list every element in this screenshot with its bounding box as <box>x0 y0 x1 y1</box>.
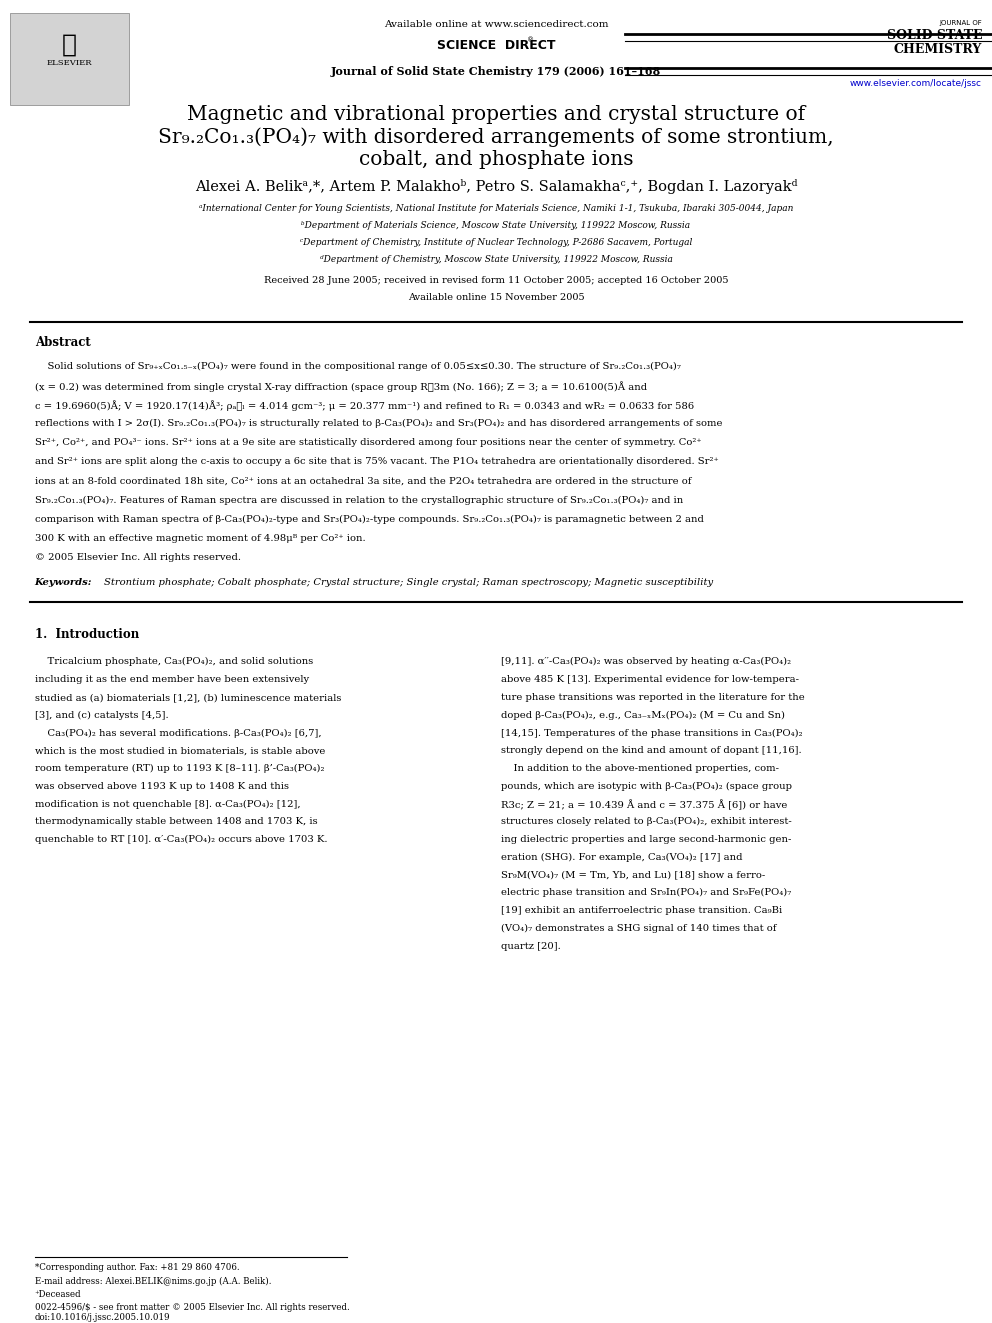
Text: c = 19.6960(5)Å; V = 1920.17(14)Å³; ρₐ℀ₗ = 4.014 gcm⁻³; μ = 20.377 mm⁻¹) and ref: c = 19.6960(5)Å; V = 1920.17(14)Å³; ρₐ℀ₗ… <box>35 400 693 411</box>
Text: SCIENCE  DIRECT: SCIENCE DIRECT <box>436 40 556 53</box>
Text: 300 K with an effective magnetic moment of 4.98μᴮ per Co²⁺ ion.: 300 K with an effective magnetic moment … <box>35 533 365 542</box>
Text: ®: ® <box>527 37 535 42</box>
Text: doped β-Ca₃(PO₄)₂, e.g., Ca₃₋ₓMₓ(PO₄)₂ (M = Cu and Sn): doped β-Ca₃(PO₄)₂, e.g., Ca₃₋ₓMₓ(PO₄)₂ (… <box>501 710 785 720</box>
Text: room temperature (RT) up to 1193 K [8–11]. β’-Ca₃(PO₄)₂: room temperature (RT) up to 1193 K [8–11… <box>35 763 324 773</box>
Text: Abstract: Abstract <box>35 336 90 348</box>
Text: 🌲: 🌲 <box>62 33 77 57</box>
Text: (x = 0.2) was determined from single crystal X-ray diffraction (space group R㍡3m: (x = 0.2) was determined from single cry… <box>35 381 647 392</box>
Text: ᵇDepartment of Materials Science, Moscow State University, 119922 Moscow, Russia: ᵇDepartment of Materials Science, Moscow… <box>302 221 690 230</box>
Text: doi:10.1016/j.jssc.2005.10.019: doi:10.1016/j.jssc.2005.10.019 <box>35 1314 171 1323</box>
Text: eration (SHG). For example, Ca₃(VO₄)₂ [17] and: eration (SHG). For example, Ca₃(VO₄)₂ [1… <box>501 853 742 861</box>
Text: electric phase transition and Sr₉In(PO₄)₇ and Sr₉Fe(PO₄)₇: electric phase transition and Sr₉In(PO₄)… <box>501 888 792 897</box>
Text: [9,11]. α′′-Ca₃(PO₄)₂ was observed by heating α-Ca₃(PO₄)₂: [9,11]. α′′-Ca₃(PO₄)₂ was observed by he… <box>501 658 791 667</box>
Text: Magnetic and vibrational properties and crystal structure of: Magnetic and vibrational properties and … <box>186 106 806 124</box>
Text: In addition to the above-mentioned properties, com-: In addition to the above-mentioned prope… <box>501 763 779 773</box>
Text: quartz [20].: quartz [20]. <box>501 942 560 951</box>
Text: comparison with Raman spectra of β-Ca₃(PO₄)₂-type and Sr₃(PO₄)₂-type compounds. : comparison with Raman spectra of β-Ca₃(P… <box>35 515 703 524</box>
Text: Ca₃(PO₄)₂ has several modifications. β-Ca₃(PO₄)₂ [6,7],: Ca₃(PO₄)₂ has several modifications. β-C… <box>35 729 321 737</box>
Text: Sr²⁺, Co²⁺, and PO₄³⁻ ions. Sr²⁺ ions at a 9e site are statistically disordered : Sr²⁺, Co²⁺, and PO₄³⁻ ions. Sr²⁺ ions at… <box>35 438 701 447</box>
Text: [19] exhibit an antiferroelectric phase transition. Ca₉Bi: [19] exhibit an antiferroelectric phase … <box>501 906 783 916</box>
FancyBboxPatch shape <box>10 13 129 106</box>
Text: ᵃInternational Center for Young Scientists, National Institute for Materials Sci: ᵃInternational Center for Young Scientis… <box>198 204 794 213</box>
Text: ᶜDepartment of Chemistry, Institute of Nuclear Technology, P-2686 Sacavem, Portu: ᶜDepartment of Chemistry, Institute of N… <box>300 238 692 247</box>
Text: Keywords:: Keywords: <box>35 578 92 587</box>
Text: [14,15]. Temperatures of the phase transitions in Ca₃(PO₄)₂: [14,15]. Temperatures of the phase trans… <box>501 729 803 737</box>
Text: Tricalcium phosphate, Ca₃(PO₄)₂, and solid solutions: Tricalcium phosphate, Ca₃(PO₄)₂, and sol… <box>35 658 312 667</box>
Text: cobalt, and phosphate ions: cobalt, and phosphate ions <box>359 149 633 169</box>
Text: R3c; Z = 21; a = 10.439 Å and c = 37.375 Å [6]) or have: R3c; Z = 21; a = 10.439 Å and c = 37.375… <box>501 799 788 810</box>
Text: (VO₄)₇ demonstrates a SHG signal of 140 times that of: (VO₄)₇ demonstrates a SHG signal of 140 … <box>501 923 777 933</box>
Text: [3], and (c) catalysts [4,5].: [3], and (c) catalysts [4,5]. <box>35 710 169 720</box>
Text: ⁺Deceased: ⁺Deceased <box>35 1290 81 1299</box>
Text: structures closely related to β-Ca₃(PO₄)₂, exhibit interest-: structures closely related to β-Ca₃(PO₄)… <box>501 818 792 827</box>
Text: thermodynamically stable between 1408 and 1703 K, is: thermodynamically stable between 1408 an… <box>35 818 317 827</box>
Text: ᵈDepartment of Chemistry, Moscow State University, 119922 Moscow, Russia: ᵈDepartment of Chemistry, Moscow State U… <box>319 255 673 265</box>
Text: ing dielectric properties and large second-harmonic gen-: ing dielectric properties and large seco… <box>501 835 792 844</box>
Text: 0022-4596/$ - see front matter © 2005 Elsevier Inc. All rights reserved.: 0022-4596/$ - see front matter © 2005 El… <box>35 1303 349 1312</box>
Text: ELSEVIER: ELSEVIER <box>47 60 92 67</box>
Text: *Corresponding author. Fax: +81 29 860 4706.: *Corresponding author. Fax: +81 29 860 4… <box>35 1263 239 1273</box>
Text: Available online 15 November 2005: Available online 15 November 2005 <box>408 294 584 303</box>
Text: E-mail address: Alexei.BELIK@nims.go.jp (A.A. Belik).: E-mail address: Alexei.BELIK@nims.go.jp … <box>35 1277 271 1286</box>
Text: modification is not quenchable [8]. α-Ca₃(PO₄)₂ [12],: modification is not quenchable [8]. α-Ca… <box>35 799 301 808</box>
Text: pounds, which are isotypic with β-Ca₃(PO₄)₂ (space group: pounds, which are isotypic with β-Ca₃(PO… <box>501 782 792 791</box>
Text: Sr₉.₂Co₁.₃(PO₄)₇. Features of Raman spectra are discussed in relation to the cry: Sr₉.₂Co₁.₃(PO₄)₇. Features of Raman spec… <box>35 496 682 504</box>
Text: www.elsevier.com/locate/jssc: www.elsevier.com/locate/jssc <box>850 79 982 87</box>
Text: JOURNAL OF: JOURNAL OF <box>939 20 982 25</box>
Text: 1.  Introduction: 1. Introduction <box>35 628 139 642</box>
Text: ions at an 8-fold coordinated 18h site, Co²⁺ ions at an octahedral 3a site, and : ions at an 8-fold coordinated 18h site, … <box>35 476 691 486</box>
Text: quenchable to RT [10]. α′-Ca₃(PO₄)₂ occurs above 1703 K.: quenchable to RT [10]. α′-Ca₃(PO₄)₂ occu… <box>35 835 327 844</box>
Text: Sr₉.₂Co₁.₃(PO₄)₇ with disordered arrangements of some strontium,: Sr₉.₂Co₁.₃(PO₄)₇ with disordered arrange… <box>158 127 834 147</box>
Text: studied as (a) biomaterials [1,2], (b) luminescence materials: studied as (a) biomaterials [1,2], (b) l… <box>35 693 341 703</box>
Text: which is the most studied in biomaterials, is stable above: which is the most studied in biomaterial… <box>35 746 325 755</box>
Text: SOLID STATE: SOLID STATE <box>887 29 982 42</box>
Text: strongly depend on the kind and amount of dopant [11,16].: strongly depend on the kind and amount o… <box>501 746 802 755</box>
Text: Journal of Solid State Chemistry 179 (2006) 161–168: Journal of Solid State Chemistry 179 (20… <box>331 66 661 77</box>
Text: ture phase transitions was reported in the literature for the: ture phase transitions was reported in t… <box>501 693 805 703</box>
Text: Alexei A. Belikᵃ,*, Artem P. Malakhoᵇ, Petro S. Salamakhaᶜ,⁺, Bogdan I. Lazoryak: Alexei A. Belikᵃ,*, Artem P. Malakhoᵇ, P… <box>194 179 798 194</box>
Text: including it as the end member have been extensively: including it as the end member have been… <box>35 675 309 684</box>
Text: Strontium phosphate; Cobalt phosphate; Crystal structure; Single crystal; Raman : Strontium phosphate; Cobalt phosphate; C… <box>104 578 713 587</box>
Text: above 485 K [13]. Experimental evidence for low-tempera-: above 485 K [13]. Experimental evidence … <box>501 675 799 684</box>
Text: CHEMISTRY: CHEMISTRY <box>894 44 982 57</box>
Text: and Sr²⁺ ions are split along the c-axis to occupy a 6c site that is 75% vacant.: and Sr²⁺ ions are split along the c-axis… <box>35 458 718 466</box>
Text: Solid solutions of Sr₉₊ₓCo₁.₅₋ₓ(PO₄)₇ were found in the compositional range of 0: Solid solutions of Sr₉₊ₓCo₁.₅₋ₓ(PO₄)₇ we… <box>35 363 681 370</box>
Text: © 2005 Elsevier Inc. All rights reserved.: © 2005 Elsevier Inc. All rights reserved… <box>35 553 241 562</box>
Text: Available online at www.sciencedirect.com: Available online at www.sciencedirect.co… <box>384 20 608 29</box>
Text: Sr₉M(VO₄)₇ (M = Tm, Yb, and Lu) [18] show a ferro-: Sr₉M(VO₄)₇ (M = Tm, Yb, and Lu) [18] sho… <box>501 871 765 880</box>
Text: was observed above 1193 K up to 1408 K and this: was observed above 1193 K up to 1408 K a… <box>35 782 289 791</box>
Text: Received 28 June 2005; received in revised form 11 October 2005; accepted 16 Oct: Received 28 June 2005; received in revis… <box>264 277 728 286</box>
Text: reflections with I > 2σ(I). Sr₉.₂Co₁.₃(PO₄)₇ is structurally related to β-Ca₃(PO: reflections with I > 2σ(I). Sr₉.₂Co₁.₃(P… <box>35 419 722 429</box>
